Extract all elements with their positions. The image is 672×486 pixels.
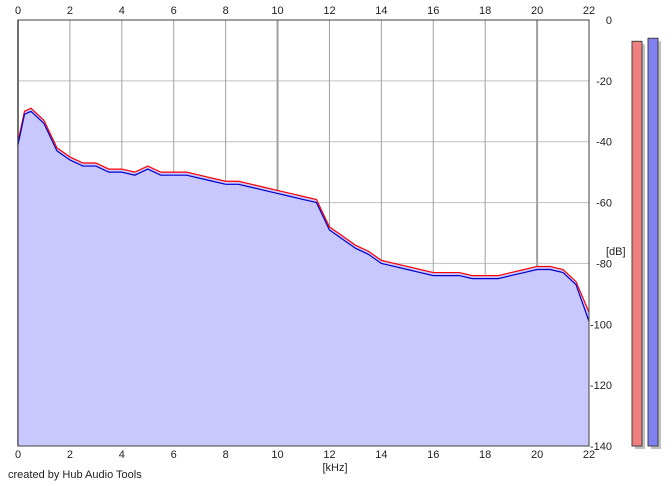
x-tick-label-top: 2 — [67, 5, 73, 17]
y-tick-label: 0 — [606, 15, 612, 27]
axes — [17, 19, 590, 447]
level-meter-left — [631, 40, 643, 447]
y-tick-label: -20 — [596, 76, 612, 88]
x-tick-label-bottom: 12 — [323, 449, 335, 461]
x-tick-label-top: 12 — [323, 5, 335, 17]
x-tick-label-bottom: 20 — [531, 449, 543, 461]
x-tick-label-bottom: 22 — [583, 449, 595, 461]
spectrum-area — [18, 108, 589, 446]
level-meters — [631, 37, 661, 450]
x-tick-label-top: 4 — [119, 5, 125, 17]
y-axis-label: [dB] — [606, 246, 626, 258]
x-tick-label-bottom: 8 — [223, 449, 229, 461]
y-tick-label: -140 — [590, 441, 612, 453]
x-tick-label-top: 18 — [479, 5, 491, 17]
x-tick-label-bottom: 14 — [375, 449, 387, 461]
x-tick-label-top: 0 — [15, 5, 21, 17]
y-tick-label: -100 — [590, 319, 612, 331]
plot-frame — [17, 19, 590, 447]
level-meter-right — [647, 37, 659, 447]
x-tick-label-bottom: 2 — [67, 449, 73, 461]
x-tick-label-top: 10 — [271, 5, 283, 17]
x-tick-label-bottom: 0 — [15, 449, 21, 461]
x-tick-label-top: 8 — [223, 5, 229, 17]
credit-text: created by Hub Audio Tools — [8, 469, 142, 481]
x-tick-label-top: 20 — [531, 5, 543, 17]
x-tick-label-bottom: 16 — [427, 449, 439, 461]
series-line-1 — [17, 110, 590, 322]
y-tick-label: -80 — [596, 258, 612, 270]
x-tick-label-top: 14 — [375, 5, 387, 17]
y-tick-labels: 0 -20 -40 -60 -80 -100 -120 -140 — [590, 15, 612, 453]
x-tick-label-bottom: 10 — [271, 449, 283, 461]
series-line-0 — [17, 107, 590, 313]
x-tick-label-top: 22 — [583, 5, 595, 17]
x-axis-label: [kHz] — [322, 462, 347, 474]
y-tick-label: -120 — [590, 380, 612, 392]
x-tick-label-bottom: 18 — [479, 449, 491, 461]
x-tick-label-bottom: 4 — [119, 449, 125, 461]
y-tick-label: -40 — [596, 137, 612, 149]
x-tick-label-top: 16 — [427, 5, 439, 17]
x-tick-label-bottom: 6 — [171, 449, 177, 461]
x-tick-label-top: 6 — [171, 5, 177, 17]
series-group — [17, 107, 590, 446]
y-tick-label: -60 — [596, 198, 612, 210]
